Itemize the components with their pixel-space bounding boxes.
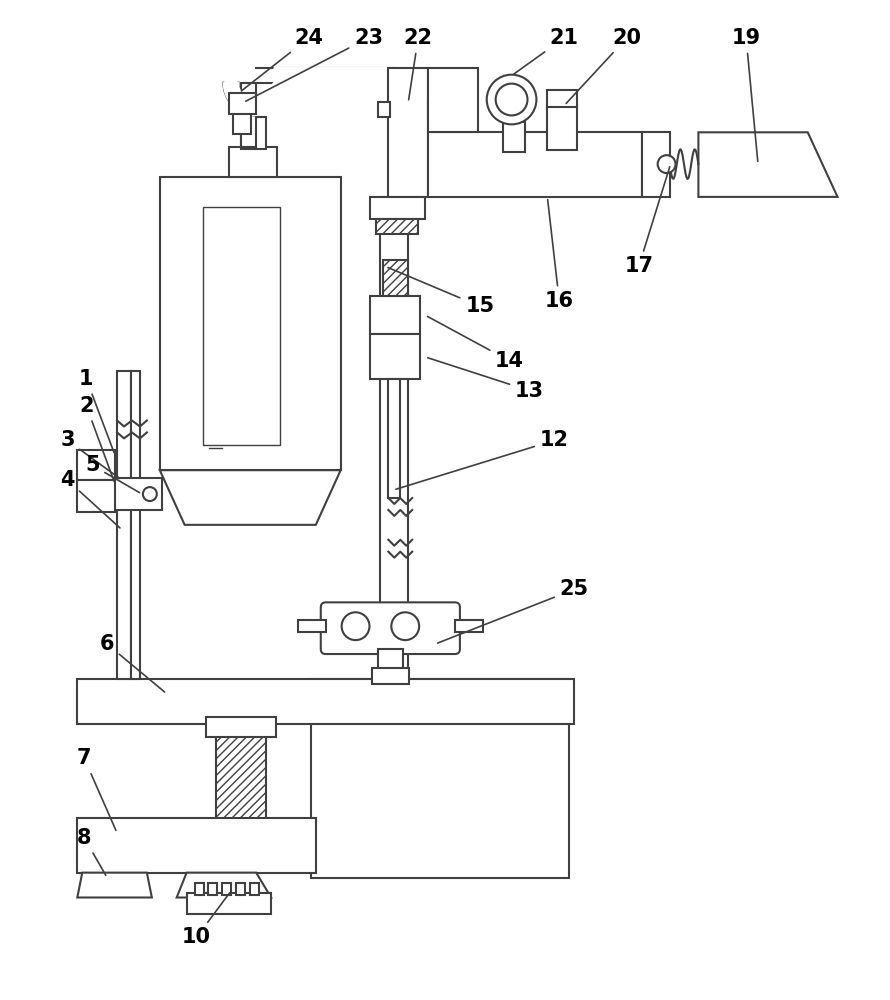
Bar	[547, 90, 578, 107]
Bar	[77, 818, 316, 873]
Circle shape	[487, 75, 537, 124]
Bar	[131, 371, 140, 679]
Bar	[160, 177, 341, 470]
Bar	[206, 717, 276, 737]
Circle shape	[342, 612, 369, 640]
Text: 2: 2	[79, 396, 114, 481]
Bar	[370, 334, 420, 379]
Bar	[250, 883, 259, 895]
Bar	[195, 883, 204, 895]
Text: 22: 22	[404, 28, 433, 100]
Text: 21: 21	[514, 28, 578, 74]
Bar	[241, 117, 266, 149]
Bar	[378, 649, 403, 671]
Circle shape	[496, 84, 528, 115]
Text: 6: 6	[100, 634, 165, 692]
Bar	[311, 679, 570, 878]
Polygon shape	[699, 132, 837, 197]
Bar	[428, 102, 440, 117]
Bar	[388, 68, 428, 197]
Text: 15: 15	[388, 268, 494, 316]
Bar	[455, 620, 482, 632]
Bar	[378, 102, 391, 117]
Bar	[372, 668, 409, 684]
Bar	[230, 147, 277, 177]
Bar	[241, 83, 256, 147]
Bar	[97, 478, 162, 510]
Circle shape	[392, 612, 419, 640]
Bar	[237, 883, 246, 895]
Bar	[77, 480, 115, 512]
FancyBboxPatch shape	[320, 602, 460, 654]
Bar	[388, 379, 401, 498]
Text: 3: 3	[61, 430, 120, 478]
Text: 12: 12	[396, 430, 569, 489]
Text: 16: 16	[545, 200, 574, 311]
Bar	[208, 883, 217, 895]
Polygon shape	[177, 873, 271, 898]
Text: 24: 24	[241, 28, 323, 91]
Text: 17: 17	[624, 167, 670, 276]
Bar	[77, 450, 115, 480]
Bar	[370, 197, 425, 219]
Bar	[384, 260, 409, 296]
Text: 20: 20	[566, 28, 642, 103]
Circle shape	[143, 487, 157, 501]
Bar	[230, 93, 256, 114]
Text: 25: 25	[438, 579, 589, 643]
Bar	[370, 296, 420, 334]
Bar	[547, 105, 578, 150]
Bar	[380, 197, 409, 679]
Bar	[298, 620, 326, 632]
Bar	[222, 883, 231, 895]
Text: 5: 5	[85, 455, 140, 493]
Bar	[216, 724, 266, 853]
Text: 13: 13	[428, 358, 544, 401]
Bar	[376, 219, 418, 234]
Text: 23: 23	[246, 28, 383, 101]
Text: 14: 14	[427, 316, 524, 371]
Bar	[428, 68, 478, 132]
Text: 10: 10	[182, 893, 230, 947]
Bar	[428, 132, 642, 197]
Polygon shape	[77, 873, 152, 898]
Polygon shape	[160, 470, 341, 525]
Bar	[233, 112, 251, 134]
Text: 8: 8	[77, 828, 106, 875]
Bar	[642, 132, 669, 197]
Bar	[203, 207, 280, 445]
Text: 4: 4	[61, 470, 120, 528]
Bar	[77, 679, 574, 724]
Bar	[503, 122, 524, 152]
Text: 1: 1	[79, 369, 114, 453]
Circle shape	[658, 155, 676, 173]
Bar	[187, 893, 271, 914]
Text: 7: 7	[77, 748, 116, 830]
Text: 19: 19	[732, 28, 761, 161]
Bar	[117, 371, 131, 679]
Polygon shape	[223, 68, 395, 115]
